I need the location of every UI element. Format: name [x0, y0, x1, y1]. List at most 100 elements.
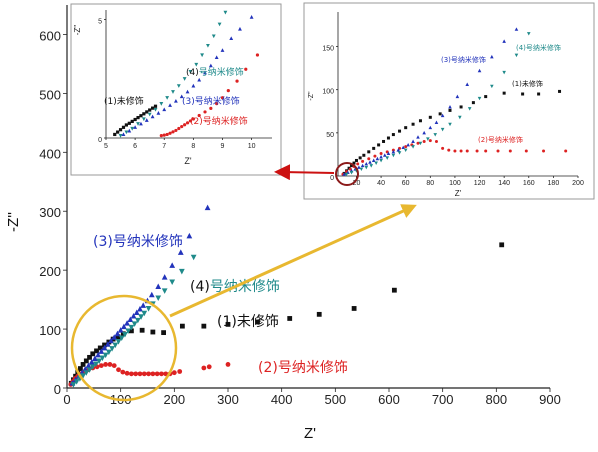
main-s4-point: [115, 339, 122, 345]
inset2-s4-point: [448, 122, 452, 127]
inset2-label-4: (4)号纳米修饰: [516, 43, 561, 52]
inset1-s4-point: [206, 43, 210, 48]
inset2-s2-point: [508, 149, 512, 153]
inset1-s2-point: [188, 119, 193, 123]
main-y-tick-label: 200: [39, 264, 61, 279]
inset2-s1-point: [362, 153, 366, 157]
main-s3-point: [161, 274, 168, 280]
inset2-y-tick-label: 50: [326, 132, 334, 139]
inset2-s3-point: [455, 94, 460, 99]
main-s3-point: [95, 351, 102, 358]
inset2-s3-point: [379, 155, 383, 159]
main-s3-point: [117, 327, 124, 333]
inset1-s1-point: [133, 117, 137, 122]
inset2-s2-point: [441, 146, 445, 150]
inset2-s1-point: [438, 112, 442, 116]
main-s2-point: [154, 371, 160, 377]
main-y-tick-label: 500: [39, 87, 61, 102]
inset1-s2-point: [226, 88, 230, 93]
main-s1-point: [499, 242, 505, 248]
main-x-tick-label: 800: [485, 392, 507, 407]
inset2-s2-point: [484, 149, 488, 153]
main-s4-point: [118, 335, 125, 342]
inset1-s3-point: [238, 26, 242, 31]
main-s3-point: [130, 312, 137, 319]
inset1-s1-point: [150, 106, 155, 110]
inset2-s2-point: [356, 162, 360, 166]
main-s2-point: [120, 369, 126, 375]
inset1-s3-point: [162, 107, 167, 112]
inset2-s3-point: [382, 153, 387, 157]
inset1-s2-point: [183, 123, 187, 127]
main-s4-point: [99, 355, 106, 362]
highlight-circle-red: [335, 162, 359, 186]
main-s4-point: [178, 268, 185, 275]
inset1-s1-point: [127, 121, 131, 125]
inset2-s2-point: [496, 149, 500, 153]
inset1-s4-point: [130, 126, 135, 131]
main-s4-point: [109, 346, 115, 352]
inset1-s1-point: [124, 123, 128, 127]
inset2-s1-point: [537, 92, 541, 96]
inset2-s3-point: [386, 151, 391, 156]
inset1-label-3: (3)号纳米修饰: [182, 95, 240, 107]
inset2-y-tick-label: 100: [322, 89, 334, 96]
inset2-x-tick-label: 80: [426, 180, 434, 187]
main-y-tick-label: 600: [39, 28, 61, 43]
main-s4-point: [96, 358, 103, 365]
inset2-s1-point: [377, 143, 381, 147]
inset1-s4-point: [200, 53, 205, 58]
inset2-s3-point: [422, 130, 426, 135]
inset2-x-axis-title: Z': [455, 189, 462, 198]
inset2-label-2: (2)号纳米修饰: [478, 135, 523, 144]
main-s4-point: [155, 295, 162, 301]
inset1-s2-point: [197, 113, 201, 118]
inset1-s3-point: [139, 121, 143, 126]
inset1-s2-point: [203, 110, 207, 114]
inset2-s4-point: [385, 156, 390, 160]
inset1-s4-point: [171, 90, 175, 94]
inset2-s3-point: [368, 160, 372, 164]
inset2-s4-point: [403, 148, 408, 153]
main-s4-point: [141, 310, 148, 317]
main-s3-point: [127, 316, 134, 323]
inset2-s3-point: [490, 54, 494, 59]
main-s1-point: [90, 351, 96, 357]
inset2-s4-point: [411, 145, 415, 149]
main-s2-point: [146, 371, 151, 377]
main-s2-point: [206, 364, 212, 370]
inset2-s1-point: [372, 146, 376, 150]
main-s1-point: [139, 327, 145, 333]
highlight-circle-yellow: [70, 294, 178, 402]
main-s3-point: [124, 320, 130, 326]
main-s1-point: [129, 328, 134, 334]
inset2-s4-point: [391, 153, 396, 158]
main-ticks: 0 100 200 300 400 500 600 700 800 900010020030040…: [39, 28, 561, 407]
inset1-s3-point: [208, 63, 213, 68]
inset2-s1-point: [484, 95, 488, 99]
main-s1-point: [87, 354, 92, 360]
main-s3-point: [133, 309, 140, 315]
main-s4-point: [80, 373, 86, 379]
main-s4-point: [145, 306, 152, 312]
main-s4-point: [73, 379, 80, 385]
main-points: [68, 204, 505, 388]
inset1-s4-point: [153, 107, 158, 112]
main-y-tick-label: 300: [39, 205, 61, 220]
main-s3-point: [204, 204, 211, 211]
inset1-s1-point: [145, 110, 149, 114]
inset2-s3-point: [502, 39, 506, 43]
inset1-s2-point: [220, 96, 225, 100]
inset2-x-tick-label: 140: [498, 180, 510, 187]
main-y-tick-label: 400: [39, 146, 61, 161]
main-chart: 0 100 200 300 400 500 600 700 800 900010020030040…: [5, 5, 561, 442]
inset2-s4-point: [426, 137, 430, 141]
inset2-s3-point: [448, 104, 452, 109]
main-s4-point: [134, 317, 141, 324]
main-s4-point: [122, 331, 128, 338]
inset2-x-tick-label: 20: [353, 180, 361, 187]
inset1-s1-point: [139, 114, 143, 118]
inset1-s1-point: [116, 130, 120, 134]
inset2-s4-point: [514, 53, 519, 58]
inset1-s4-point: [141, 117, 146, 122]
